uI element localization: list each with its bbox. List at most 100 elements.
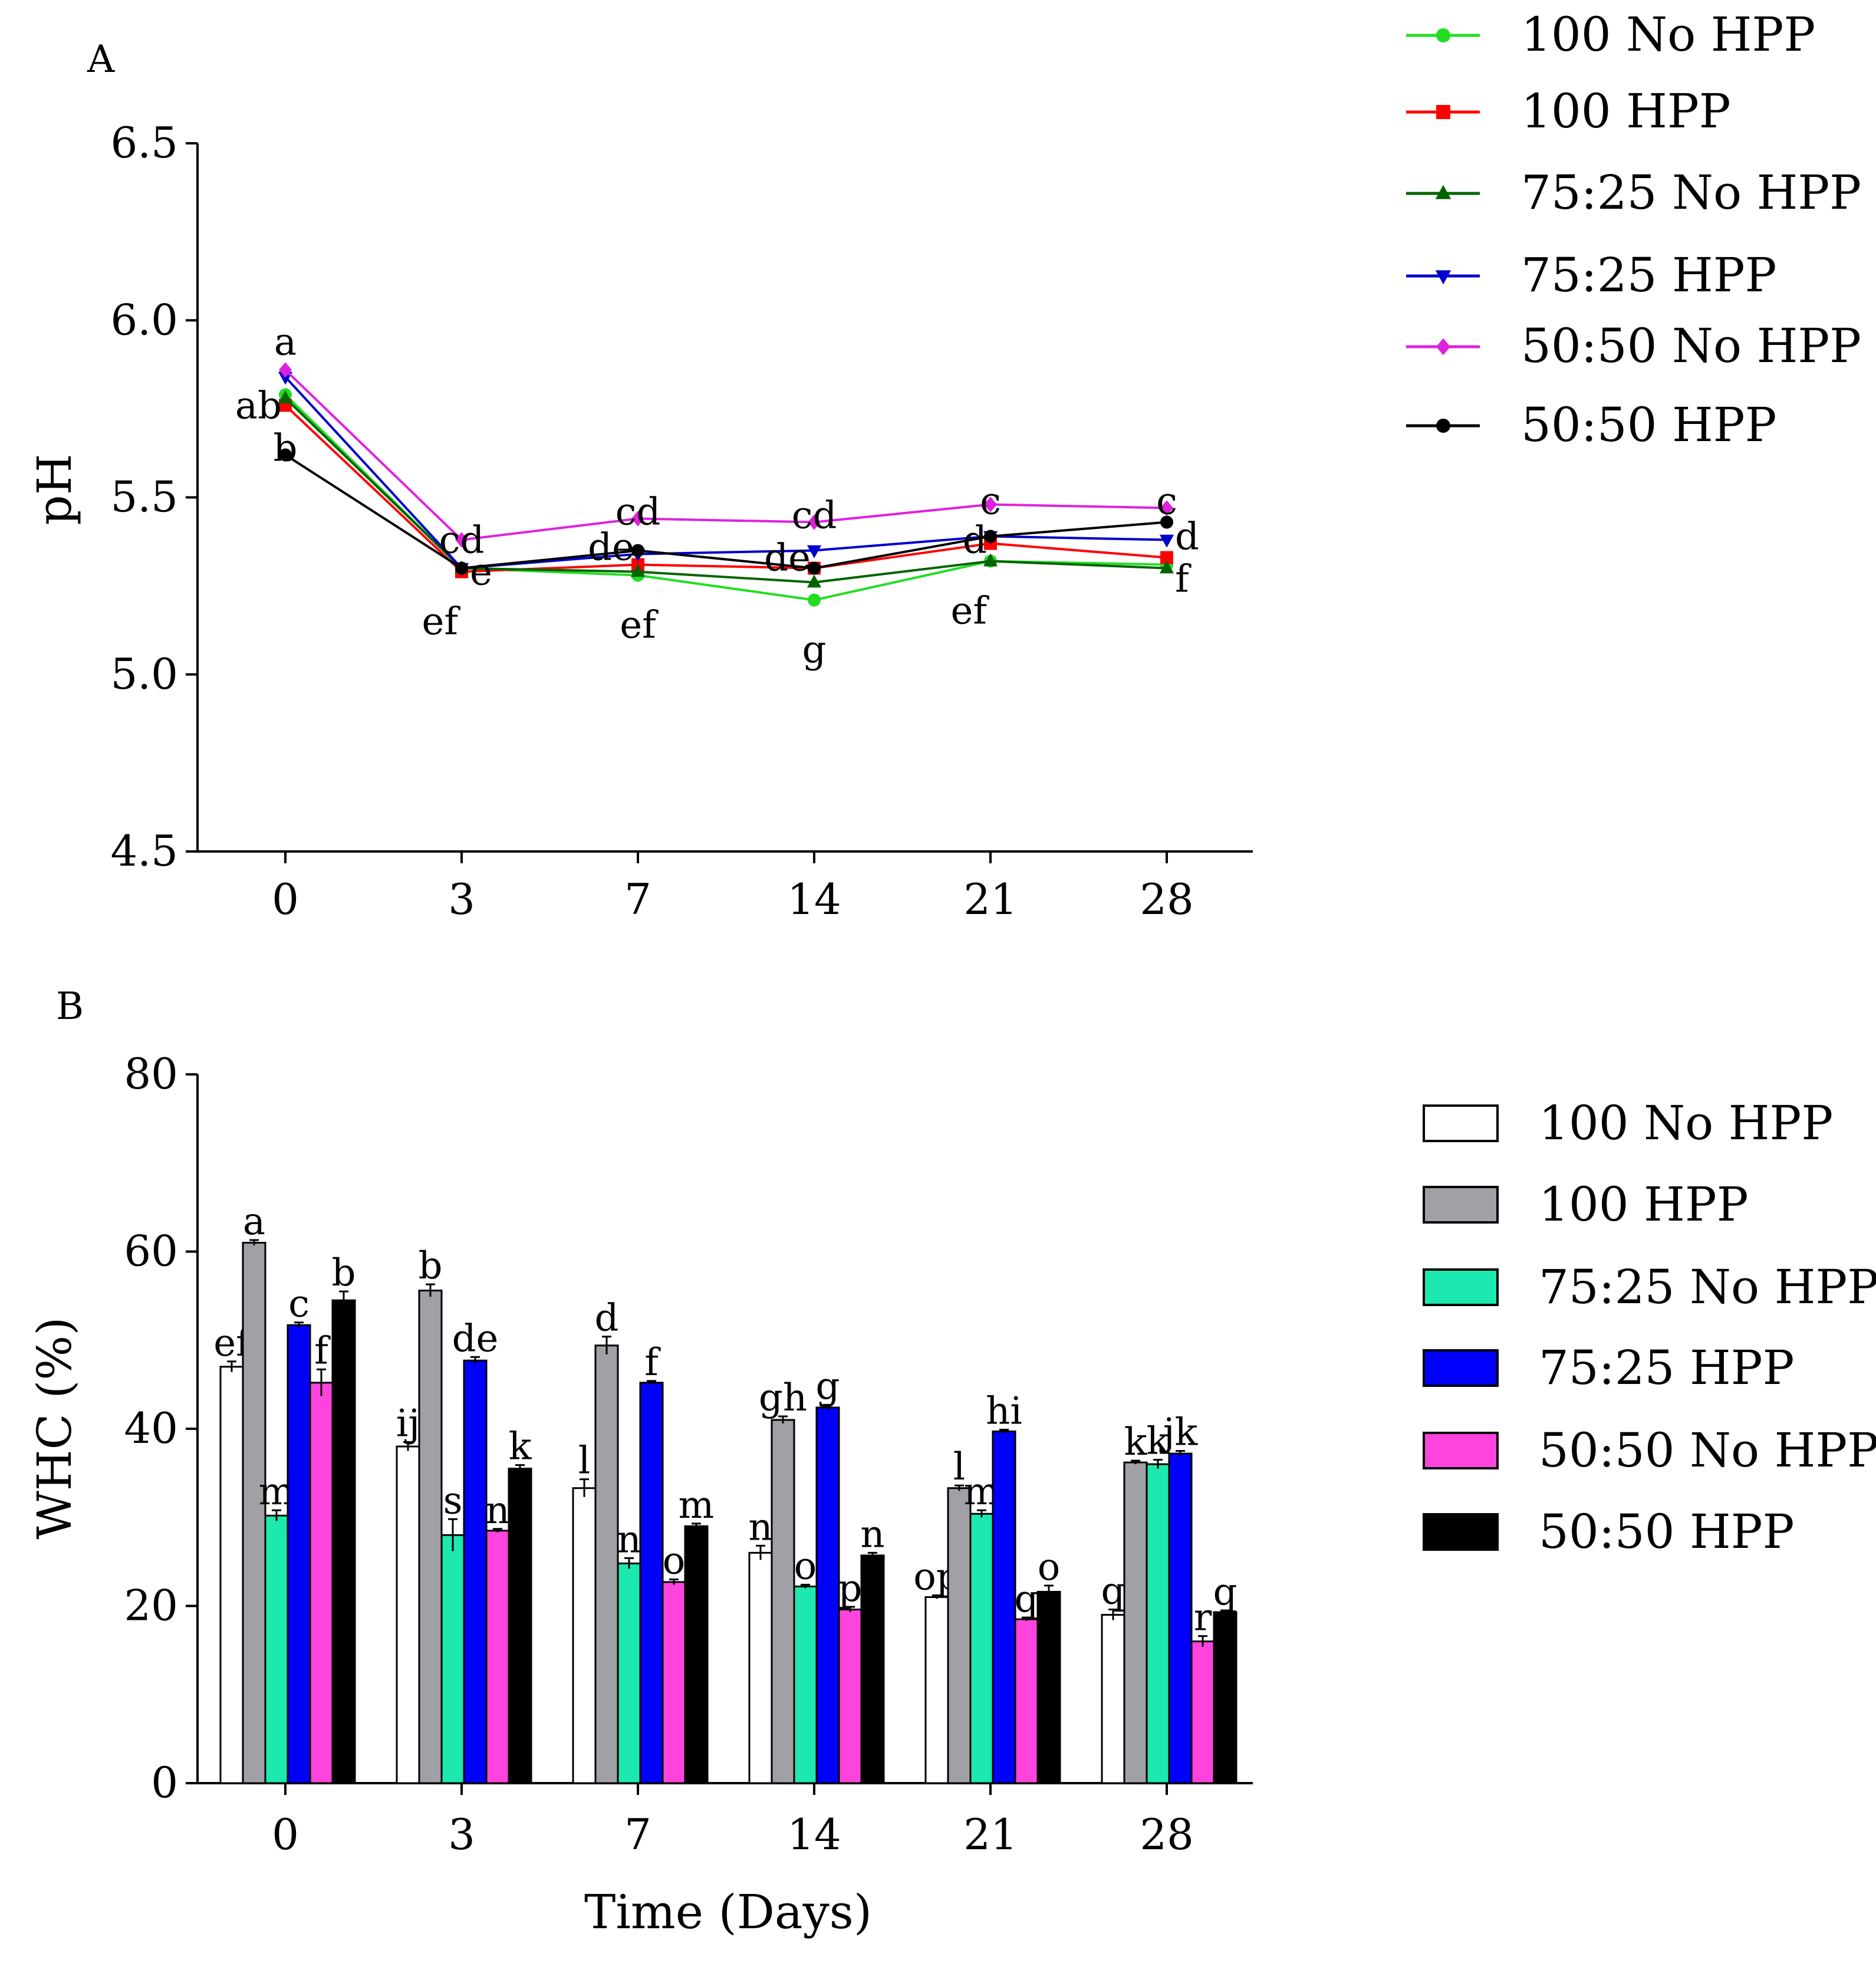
bar-100-no-hpp	[748, 1551, 773, 1784]
legend-label: 50:50 No HPP	[1521, 318, 1861, 373]
panel-b: B 0 20 40 60 80 0 3 7 14 21 28 WHC (%) Time (Days…	[27, 985, 1876, 1939]
legend-item-100-no-hpp: 100 No HPP	[1423, 1096, 1833, 1150]
significance-label: d	[1175, 515, 1199, 559]
significance-label: ab	[235, 384, 282, 428]
bar-75-25-hpp	[463, 1359, 488, 1784]
bar-75-25-no-hpp	[440, 1534, 465, 1784]
bar-significance-label: o	[794, 1544, 817, 1588]
data-point-75-25-no-hpp	[630, 564, 646, 577]
series-line-75-25-no-hpp	[284, 397, 1167, 584]
legend-label: 75:25 HPP	[1539, 1340, 1794, 1395]
bar-75-25-no-hpp	[617, 1562, 641, 1784]
bar-significance-label: de	[452, 1317, 499, 1360]
legend-item-100-hpp: 100 HPP	[1423, 1177, 1749, 1232]
bar-significance-label: o	[663, 1539, 686, 1583]
bar-100-hpp	[771, 1419, 795, 1784]
bar-significance-label: a	[243, 1200, 265, 1244]
series-50-50-hpp	[279, 448, 1173, 575]
bar-75-25-no-hpp	[1146, 1463, 1170, 1784]
bar-75-25-hpp	[287, 1324, 311, 1784]
legend-label: 100 No HPP	[1539, 1096, 1833, 1150]
panel-b-y-tick-label: 60	[124, 1227, 178, 1276]
bar-group-day-3: ij b s de nk	[396, 1244, 532, 1784]
significance-label: cd	[616, 491, 661, 534]
significance-label: ef	[422, 600, 460, 644]
panel-b-x-tick-label: 21	[963, 1810, 1018, 1859]
legend-label: 75:25 No HPP	[1521, 165, 1861, 220]
bar-significance-label: p	[838, 1567, 863, 1610]
panel-a-y-tick-label: 5.0	[110, 649, 178, 699]
panel-a-y-tick-label: 4.5	[110, 826, 178, 876]
bar-75-25-no-hpp	[264, 1514, 289, 1784]
significance-label: e	[470, 551, 492, 594]
legend-label: 50:50 No HPP	[1539, 1423, 1876, 1478]
panel-a: A 4.55.05.56.06.5 0 3 7 14 21 28 pH aabbcdeef…	[27, 7, 1861, 924]
bar-significance-label: d	[595, 1297, 619, 1340]
panel-b-y-axis-title: WHC (%)	[27, 1317, 82, 1539]
bar-significance-label: ij	[396, 1402, 420, 1446]
significance-label: ef	[950, 590, 989, 633]
bar-100-no-hpp	[219, 1366, 244, 1784]
data-point-100-hpp	[1160, 551, 1173, 564]
legend-marker	[1436, 28, 1450, 42]
bar-75-25-hpp	[1168, 1452, 1193, 1784]
data-point-50-50-no-hpp	[984, 496, 997, 512]
significance-label: de	[588, 526, 634, 570]
bar-significance-label: gh	[759, 1376, 807, 1420]
bar-significance-label: jk	[1159, 1411, 1199, 1455]
bar-significance-label: q	[1213, 1570, 1237, 1614]
bar-significance-label: n	[748, 1505, 772, 1549]
series-50-50-no-hpp	[279, 362, 1173, 548]
legend-swatch	[1423, 1186, 1499, 1224]
bar-100-no-hpp	[572, 1487, 597, 1784]
data-point-50-50-hpp	[455, 561, 468, 575]
bar-significance-label: s	[443, 1479, 463, 1523]
legend-label: 50:50 HPP	[1521, 397, 1776, 452]
bar-significance-label: l	[953, 1445, 965, 1489]
panel-a-x-tick-label: 3	[448, 874, 475, 924]
data-point-50-50-no-hpp	[631, 511, 644, 527]
bar-100-hpp	[418, 1290, 443, 1784]
legend-swatch	[1423, 1268, 1499, 1306]
legend-marker	[1436, 105, 1450, 119]
series-line-50-50-hpp	[284, 453, 1167, 570]
bar-significance-label: k	[1124, 1421, 1148, 1464]
panel-b-y-ticks: 0 20 40 60 80	[124, 1049, 198, 1807]
panel-b-x-axis-title: Time (Days)	[584, 1885, 872, 1939]
data-point-100-no-hpp	[808, 593, 821, 607]
bar-significance-label: m	[679, 1484, 715, 1527]
data-point-75-25-hpp	[278, 371, 293, 385]
legend-swatch	[1423, 1432, 1499, 1469]
panel-a-y-tick-label: 6.5	[110, 118, 178, 167]
data-point-75-25-no-hpp	[1159, 560, 1174, 574]
bar-significance-label: c	[288, 1283, 310, 1326]
bar-significance-label: n	[860, 1512, 884, 1556]
bar-significance-label: q	[1015, 1577, 1039, 1621]
legend-marker	[1436, 419, 1450, 433]
panel-a-x-tick-label: 28	[1140, 874, 1194, 924]
panel-b-x-tick-label: 28	[1140, 1810, 1194, 1859]
panel-b-x-tick-label: 14	[787, 1810, 841, 1859]
legend-item-50-50-hpp: 50:50 HPP	[1423, 1504, 1794, 1559]
legend-marker	[1435, 270, 1452, 285]
panel-a-series	[278, 362, 1174, 607]
panel-b-x-tick-label: 7	[624, 1810, 651, 1859]
bar-75-25-no-hpp	[969, 1512, 994, 1784]
data-point-50-50-hpp	[1160, 515, 1173, 529]
bar-significance-label: f	[644, 1341, 661, 1385]
bar-significance-label: q	[1101, 1570, 1125, 1613]
bar-50-50-hpp	[684, 1525, 709, 1784]
bar-group-day-7: l d n f om	[572, 1297, 715, 1784]
legend-item-75-25-hpp: 75:25 HPP	[1423, 1340, 1794, 1395]
data-point-50-50-no-hpp	[1160, 500, 1173, 516]
bar-significance-label: b	[419, 1244, 443, 1288]
series-line-100-hpp	[284, 404, 1167, 573]
bar-50-50-no-hpp	[1190, 1640, 1215, 1784]
panel-a-x-tick-label: 0	[272, 874, 299, 924]
